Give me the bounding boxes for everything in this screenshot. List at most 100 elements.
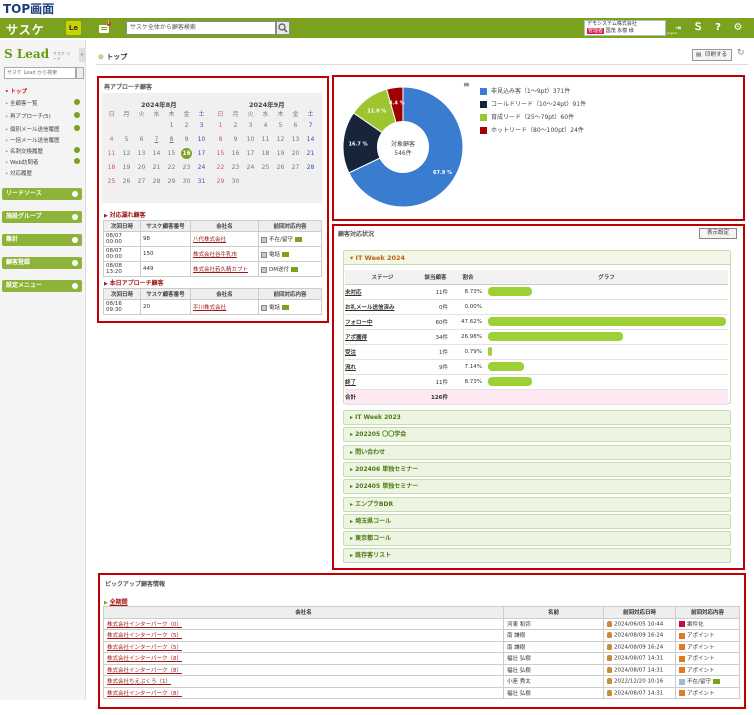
sidebar-item-top[interactable]: • トップ (5, 89, 27, 95)
calendar-day[interactable]: 9 (184, 135, 189, 143)
calendar-day[interactable]: 5 (124, 135, 129, 143)
sidebar-section-facility-group[interactable]: 施設グループ (2, 211, 82, 223)
app-logo[interactable]: サスケ (6, 23, 45, 37)
group-accordion[interactable]: ▸ 埼玉県コール (343, 513, 731, 529)
legend-item[interactable]: コールドリード（10〜24pt）91件 (480, 99, 586, 112)
calendar-day[interactable]: 22 (216, 163, 225, 171)
calendar-day[interactable]: 16 (231, 149, 240, 157)
sidebar-item-action-history[interactable]: • 対応履歴 (5, 171, 33, 177)
display-settings-button[interactable]: 表示設定 (699, 228, 737, 239)
group-accordion[interactable]: ▸ 問い合わせ (343, 444, 731, 460)
calendar-day[interactable]: 13 (291, 135, 300, 143)
calendar-day[interactable]: 4 (109, 135, 114, 143)
global-search-input[interactable]: サスケ全体から顧客検索 (126, 21, 276, 35)
calendar-day[interactable]: 6 (293, 121, 298, 129)
search-icon[interactable] (276, 21, 290, 35)
calendar-day[interactable]: 20 (137, 163, 146, 171)
le-app-button[interactable]: Le (66, 21, 81, 35)
sidebar-item-mail-history[interactable]: • 個別メール送信履歴 (5, 127, 60, 133)
company-link[interactable]: 株式会社ちえぶくろ（1） (107, 679, 172, 686)
stage-link[interactable]: お礼メール送信済み (345, 304, 395, 311)
calendar-day[interactable]: 13 (137, 149, 146, 157)
group-accordion[interactable]: ▸ 202406 単独セミナー (343, 461, 731, 477)
calendar-day[interactable]: 21 (306, 149, 315, 157)
calendar-day[interactable]: 29 (167, 177, 176, 185)
calendar-day[interactable]: 23 (182, 163, 191, 171)
stage-link[interactable]: 終了 (345, 379, 357, 386)
pie-slice[interactable] (342, 112, 404, 174)
calendar-day[interactable]: 11 (261, 135, 270, 143)
calendar-day[interactable]: 21 (152, 163, 161, 171)
sidebar-go-icon[interactable] (74, 112, 80, 118)
calendar-day[interactable]: 6 (139, 135, 144, 143)
calendar-day[interactable]: 26 (122, 177, 131, 185)
memo-icon[interactable] (282, 305, 290, 310)
sidebar-section-settings[interactable]: 設定メニュー (2, 280, 82, 292)
group-accordion[interactable]: ▸ IT Week 2023 (343, 410, 731, 425)
memo-icon[interactable] (712, 679, 720, 685)
calendar-day[interactable]: 25 (107, 177, 116, 185)
calendar-day[interactable]: 8 (169, 135, 174, 143)
calendar-day[interactable]: 2 (233, 121, 238, 129)
stage-link[interactable]: 未対応 (345, 289, 362, 296)
legend-item[interactable]: 非見込み客（1〜9pt）371件 (480, 86, 586, 99)
sidebar-search-input[interactable]: サスケ Lead から検索 (4, 67, 76, 79)
calendar-day[interactable]: 4 (263, 121, 268, 129)
sidebar-section-aggregate[interactable]: 集計 (2, 234, 82, 246)
calendar-day[interactable]: 16 (181, 147, 192, 159)
calendar-day[interactable]: 19 (276, 149, 285, 157)
memo-icon[interactable] (294, 237, 302, 242)
calendar-day[interactable]: 15 (216, 149, 225, 157)
group-accordion[interactable]: ▸ エンプラBDR (343, 496, 731, 512)
notification-icon[interactable]: 1 (98, 20, 112, 34)
stage-link[interactable]: アポ獲得 (345, 334, 368, 341)
memo-icon[interactable] (282, 252, 290, 257)
company-link[interactable]: 株式会社インターパーク（5） (107, 644, 182, 651)
company-link[interactable]: 株式会社インターパーク（8） (107, 690, 182, 697)
calendar-day[interactable]: 18 (261, 149, 270, 157)
stage-link[interactable]: フォロー中 (345, 319, 373, 326)
stage-link[interactable]: 受注 (345, 349, 357, 356)
calendar-day[interactable]: 1 (169, 121, 174, 129)
calendar-day[interactable]: 17 (246, 149, 255, 157)
refresh-icon[interactable]: ↻ (737, 48, 745, 58)
calendar-day[interactable]: 27 (291, 163, 300, 171)
calendar-day[interactable]: 3 (199, 121, 204, 129)
calendar-day[interactable]: 31 (197, 177, 206, 185)
calendar-day[interactable]: 12 (122, 149, 131, 157)
sidebar-item-card-history[interactable]: • 名刺交換履歴 (5, 149, 44, 155)
calendar-day[interactable]: 17 (197, 149, 206, 157)
company-link[interactable]: 平川株式会社 (193, 305, 227, 311)
calendar-day[interactable]: 9 (233, 135, 238, 143)
calendar-day[interactable]: 10 (197, 135, 206, 143)
sidebar-section-lead-source[interactable]: リードソース (2, 188, 82, 200)
sidebar-item-reapproach[interactable]: • 再アプローチ(5) (5, 114, 51, 120)
calendar-day[interactable]: 30 (182, 177, 191, 185)
stage-link[interactable]: 流れ (345, 364, 357, 371)
group-accordion[interactable]: ▸ 202205 〇〇学会 (343, 427, 731, 443)
legend-item[interactable]: ホットリード（80〜100pt）24件 (480, 125, 586, 138)
logout-icon[interactable]: ⇥ (675, 24, 681, 32)
calendar-day[interactable]: 28 (306, 163, 315, 171)
calendar-day[interactable]: 18 (107, 163, 116, 171)
calendar-day[interactable]: 15 (167, 149, 176, 157)
calendar-day[interactable]: 25 (261, 163, 270, 171)
calendar-day[interactable]: 14 (152, 149, 161, 157)
calendar-day[interactable]: 28 (152, 177, 161, 185)
calendar-day[interactable]: 10 (246, 135, 255, 143)
company-link[interactable]: 株式会社インターパーク（0） (107, 621, 182, 628)
brand-icon[interactable]: Ｓ (693, 22, 703, 33)
sidebar-item-web-visitors[interactable]: • Web訪問者 (5, 160, 39, 166)
company-link[interactable]: 株式会社インターパーク（8） (107, 667, 182, 674)
calendar-day[interactable]: 26 (276, 163, 285, 171)
company-link[interactable]: 株式会社谷牛乳市 (193, 252, 238, 258)
sidebar-collapse-button[interactable]: « (79, 48, 85, 62)
sidebar-go-icon[interactable] (74, 125, 80, 131)
calendar-day[interactable]: 12 (276, 135, 285, 143)
chart-menu-icon[interactable]: ≡ (463, 80, 470, 89)
calendar-day[interactable]: 20 (291, 149, 300, 157)
calendar-day[interactable]: 30 (231, 177, 240, 185)
print-button[interactable]: ▤ 印刷する (692, 49, 732, 61)
calendar-day[interactable]: 7 (308, 121, 313, 129)
calendar-day[interactable]: 11 (107, 149, 116, 157)
